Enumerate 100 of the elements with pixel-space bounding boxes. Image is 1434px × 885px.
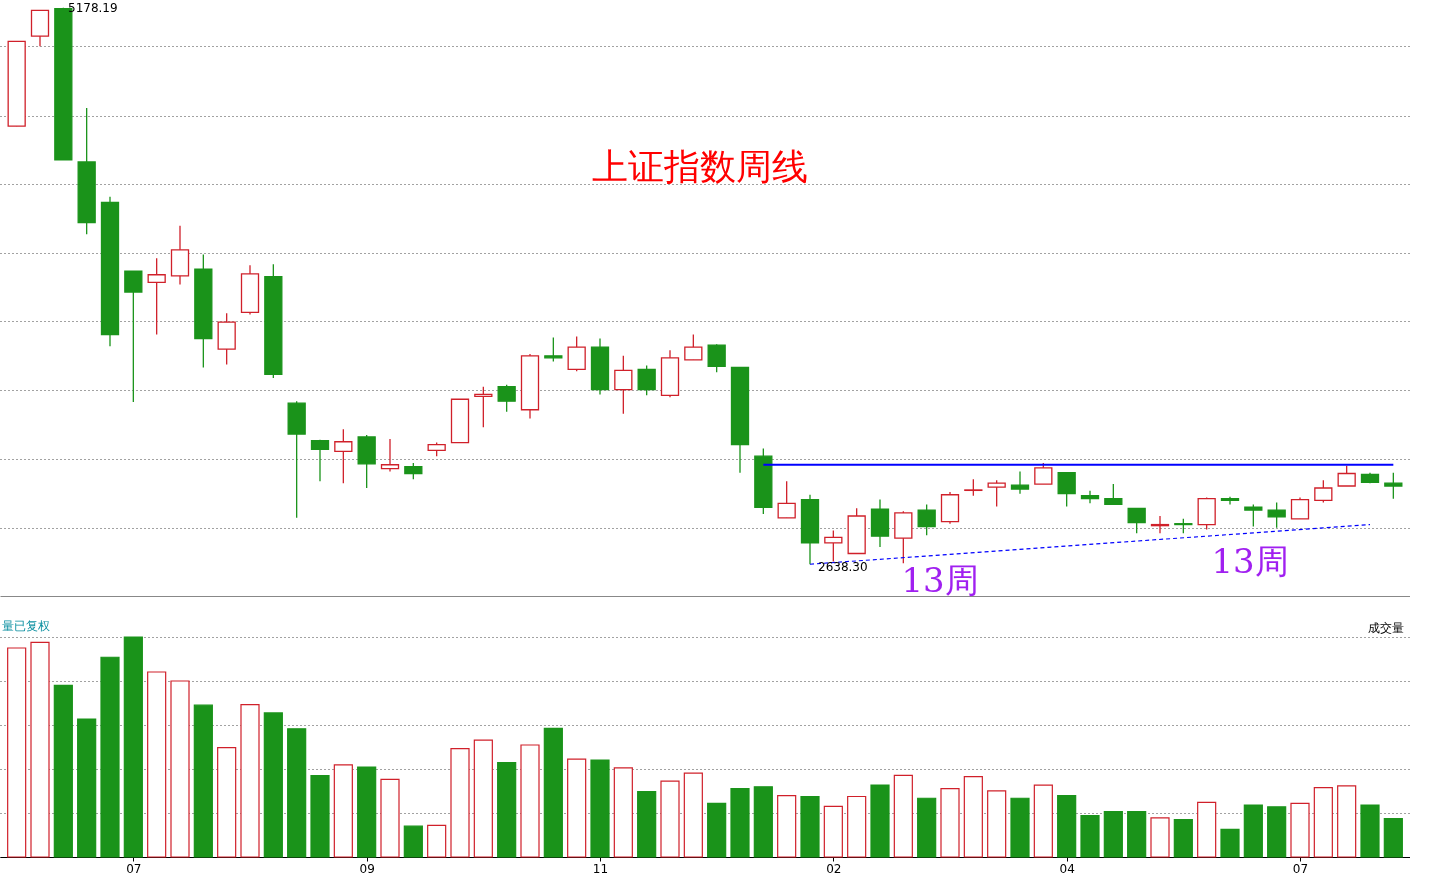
bar xyxy=(497,762,517,858)
candlestick xyxy=(1034,462,1053,485)
bar xyxy=(170,680,190,858)
bar xyxy=(870,784,890,858)
text: 上证指数周线 xyxy=(592,146,808,187)
candlestick xyxy=(637,364,656,396)
candlestick xyxy=(147,257,166,336)
candlestick xyxy=(684,333,703,361)
bar xyxy=(613,767,633,858)
bar xyxy=(753,786,773,858)
bar xyxy=(77,718,97,858)
bar xyxy=(1243,804,1263,858)
candlestick xyxy=(707,343,726,373)
bar xyxy=(520,744,540,858)
bar xyxy=(1057,795,1077,858)
bar xyxy=(730,787,750,858)
bar xyxy=(30,641,50,858)
bar xyxy=(1173,819,1193,858)
bar xyxy=(543,727,563,858)
candlestick xyxy=(917,503,936,536)
bar xyxy=(473,739,493,858)
bar xyxy=(240,703,260,858)
bar xyxy=(1197,801,1217,858)
annotation: 13周 xyxy=(901,560,979,600)
bar xyxy=(1383,818,1403,858)
candlestick xyxy=(380,438,400,473)
candlestick xyxy=(614,355,633,415)
bar xyxy=(53,684,73,858)
bar xyxy=(123,636,143,858)
bar xyxy=(7,647,27,858)
bar xyxy=(333,764,353,858)
bar xyxy=(450,747,470,858)
bar xyxy=(800,795,820,858)
candlestick xyxy=(567,335,586,372)
bar xyxy=(263,712,283,858)
bar xyxy=(823,805,843,858)
bar xyxy=(310,775,330,858)
bar xyxy=(357,766,377,858)
candlestick xyxy=(987,479,1006,508)
bar xyxy=(1267,806,1287,858)
bar xyxy=(777,795,797,858)
bar xyxy=(1290,802,1310,858)
candlestick xyxy=(1010,470,1030,495)
bar xyxy=(403,825,423,858)
candlestick xyxy=(1267,501,1286,529)
bar xyxy=(707,802,727,858)
bar xyxy=(940,787,960,858)
candlestick xyxy=(1337,465,1356,487)
candlestick xyxy=(1384,471,1403,500)
candlestick xyxy=(1290,496,1310,520)
bar xyxy=(1220,828,1240,858)
candlestick xyxy=(824,529,843,563)
x-tick-label: 07 xyxy=(126,861,142,876)
annotation: 5178.19 xyxy=(68,1,118,15)
bar xyxy=(427,824,447,858)
x-tick-label: 07 xyxy=(1292,861,1309,876)
bar xyxy=(193,704,213,858)
x-tick-label: 04 xyxy=(1059,861,1075,876)
bar xyxy=(1010,797,1030,858)
text: 成交量 xyxy=(1368,621,1404,635)
candlestick xyxy=(124,270,143,403)
bar xyxy=(1313,787,1333,858)
bar xyxy=(100,656,120,858)
bar xyxy=(893,774,913,858)
bar xyxy=(847,795,867,858)
candlestick xyxy=(1314,479,1333,504)
bar xyxy=(987,790,1007,858)
candlestick xyxy=(1104,483,1123,506)
bar xyxy=(590,759,610,858)
candlestick xyxy=(497,384,516,413)
candlestick xyxy=(474,386,493,428)
bar xyxy=(1080,815,1100,858)
bar xyxy=(963,776,983,858)
candlestick xyxy=(1244,503,1263,528)
x-tick-label: 02 xyxy=(826,861,842,876)
candlestick xyxy=(1080,490,1100,504)
candlestick xyxy=(1057,471,1076,508)
x-tick-label: 11 xyxy=(592,861,609,876)
bar xyxy=(683,772,703,858)
bar xyxy=(567,758,587,858)
bar xyxy=(380,778,400,858)
bar xyxy=(660,780,680,858)
bar xyxy=(637,791,657,858)
candlestick xyxy=(334,428,353,484)
bar xyxy=(1360,804,1380,858)
candlestick xyxy=(544,336,563,363)
bar xyxy=(1103,811,1123,858)
bar xyxy=(217,747,237,858)
candlestick xyxy=(1127,507,1146,534)
bar xyxy=(287,728,307,858)
bar xyxy=(147,671,167,858)
candlestick xyxy=(777,480,796,519)
bar xyxy=(1150,817,1170,858)
annotation: 13周 xyxy=(1211,541,1289,581)
candlestick xyxy=(310,439,330,482)
bar xyxy=(1127,811,1147,858)
bar xyxy=(1337,785,1357,858)
annotation: 2638.30 xyxy=(818,560,868,574)
x-tick-label: 09 xyxy=(359,861,375,876)
bar xyxy=(917,797,937,858)
